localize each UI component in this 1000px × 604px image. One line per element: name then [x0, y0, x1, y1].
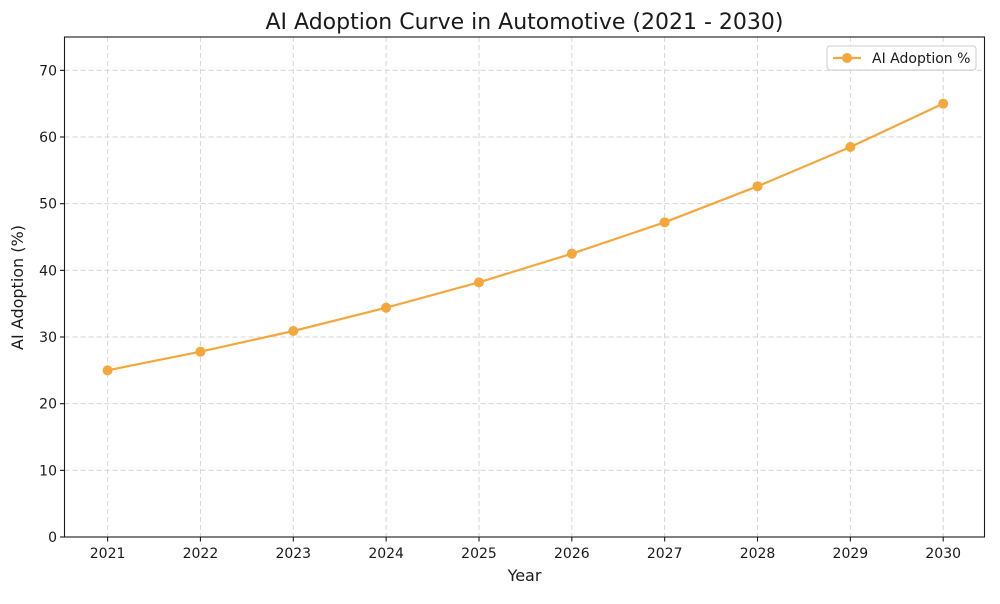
- y-axis-label: AI Adoption (%): [8, 225, 27, 350]
- tick-layer: 2021 2022 2023 2024 2025 2026 2027 2028 2029 2030…: [39, 63, 961, 562]
- data-point-marker: [288, 326, 299, 336]
- series-layer: [102, 98, 949, 376]
- x-tick-label: 2030: [925, 546, 961, 562]
- data-point-marker: [659, 217, 670, 228]
- data-point-marker: [473, 277, 484, 288]
- chart-title: AI Adoption Curve in Automotive (2021 - …: [266, 10, 784, 35]
- x-tick-label: 2029: [833, 546, 869, 562]
- y-tick-label: 20: [39, 397, 57, 413]
- y-tick-label: 50: [39, 197, 57, 213]
- data-point-marker: [566, 248, 577, 259]
- x-tick-label: 2028: [740, 546, 776, 562]
- y-tick-label: 30: [39, 330, 57, 346]
- legend: AI Adoption %: [826, 45, 977, 71]
- data-point-marker: [845, 142, 856, 152]
- x-tick-label: 2023: [275, 546, 311, 562]
- x-tick-label: 2024: [368, 546, 404, 562]
- x-tick-label: 2025: [461, 546, 497, 562]
- y-tick-label: 40: [39, 263, 57, 279]
- x-tick-label: 2021: [90, 546, 126, 562]
- data-point-marker: [195, 346, 206, 357]
- grid-layer: [64, 37, 985, 538]
- legend-sample-marker: [842, 53, 852, 63]
- data-point-marker: [381, 302, 392, 313]
- axes-frame: [63, 36, 986, 538]
- x-tick-label: 2022: [183, 546, 219, 562]
- y-tick-label: 0: [48, 530, 57, 546]
- legend-label: AI Adoption %: [872, 51, 970, 67]
- y-tick-label: 10: [39, 463, 57, 479]
- legend-box: [826, 45, 977, 71]
- series-line: [106, 102, 945, 372]
- y-tick-label: 70: [39, 63, 57, 79]
- y-tick-label: 60: [39, 130, 57, 146]
- data-point-marker: [938, 98, 949, 109]
- data-point-marker: [752, 181, 763, 192]
- data-point-marker: [102, 365, 113, 376]
- x-axis-label: Year: [507, 566, 542, 585]
- x-tick-label: 2027: [647, 546, 683, 562]
- x-tick-label: 2026: [554, 546, 590, 562]
